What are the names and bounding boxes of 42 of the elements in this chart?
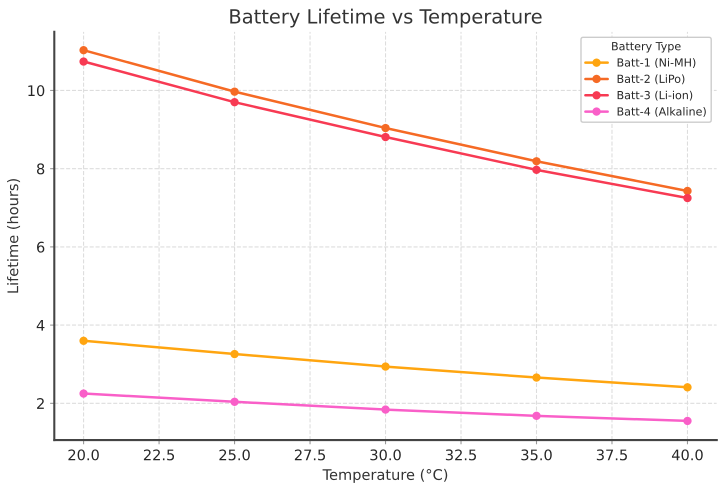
x-tick-label: 20.0 (68, 449, 99, 460)
x-tick-label: 35.0 (521, 449, 552, 460)
point (532, 412, 541, 420)
x-tick-label: 37.5 (596, 449, 627, 460)
legend-title: Battery Type (612, 42, 681, 53)
point (79, 46, 88, 54)
point (381, 362, 390, 371)
point (79, 57, 88, 66)
point (683, 416, 692, 426)
point (230, 350, 239, 358)
point (79, 336, 88, 345)
point (79, 389, 88, 398)
chart-title: Battery Lifetime vs Temperature (230, 8, 542, 28)
y-tick-label: 2 (37, 398, 44, 409)
y-tick-label: 10 (28, 85, 44, 96)
x-axis-title: Temperature (°C) (322, 468, 448, 483)
y-tick-label: 8 (36, 163, 44, 174)
y-tick-label: 4 (36, 320, 44, 331)
point (532, 157, 541, 166)
x-tick-label: 32.5 (446, 449, 476, 460)
point (683, 194, 692, 202)
x-tick-label: 40.0 (672, 449, 703, 460)
x-tick-label: 27.5 (294, 449, 326, 460)
x-tick-label: 30.0 (370, 449, 401, 460)
point (230, 398, 239, 406)
point (532, 166, 541, 174)
point (532, 373, 541, 382)
point (381, 124, 390, 132)
point (683, 383, 692, 392)
point (230, 98, 239, 106)
y-tick-label: 6 (37, 242, 44, 253)
legend-label: Batt-1 (Ni-MH) (618, 58, 696, 68)
point (230, 87, 239, 96)
x-tick-label: 22.5 (144, 449, 174, 460)
legend-label: Batt-3 (Li-ion) (618, 90, 692, 101)
point (683, 186, 692, 196)
point (381, 132, 390, 142)
point (381, 405, 390, 414)
legend-label: Batt-2 (LiPo) (618, 74, 684, 84)
legend-label: Batt-4 (Alkaline) (618, 107, 706, 117)
y-axis-title: Lifetime (hours) (7, 179, 20, 293)
x-tick-label: 25.0 (219, 449, 250, 460)
